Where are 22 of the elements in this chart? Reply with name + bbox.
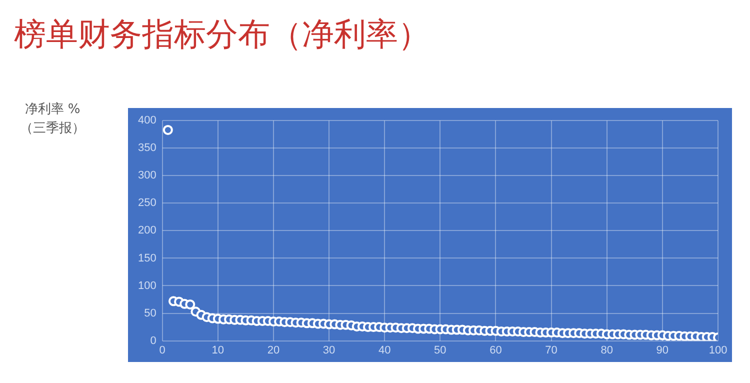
x-tick-label: 10 [212, 344, 224, 356]
x-tick-label: 30 [322, 344, 336, 356]
y-axis-title: 净利率 % （三季报） [20, 101, 85, 138]
x-tick-label: 100 [708, 344, 728, 356]
y-tick-label: 50 [144, 307, 156, 320]
y-tick-label: 200 [138, 224, 156, 237]
x-tick-label: 60 [490, 344, 502, 356]
y-tick-label: 150 [138, 252, 156, 264]
y-tick-label: 100 [138, 280, 156, 292]
x-tick-label: 90 [656, 344, 669, 356]
x-tick-label: 80 [600, 344, 613, 356]
x-tick-label: 70 [545, 344, 558, 356]
x-tick-label: 0 [159, 344, 166, 356]
x-tick-label: 40 [378, 344, 391, 356]
x-tick-label: 20 [267, 344, 280, 356]
y-tick-label: 350 [138, 142, 156, 154]
x-tick-label: 50 [434, 344, 446, 356]
y-tick-label: 250 [138, 197, 156, 210]
y-tick-label: 300 [138, 170, 156, 182]
chart-title: 榜单财务指标分布（净利率） [14, 14, 430, 54]
y-tick-label: 0 [150, 334, 156, 347]
y-tick-label: 400 [138, 114, 156, 127]
